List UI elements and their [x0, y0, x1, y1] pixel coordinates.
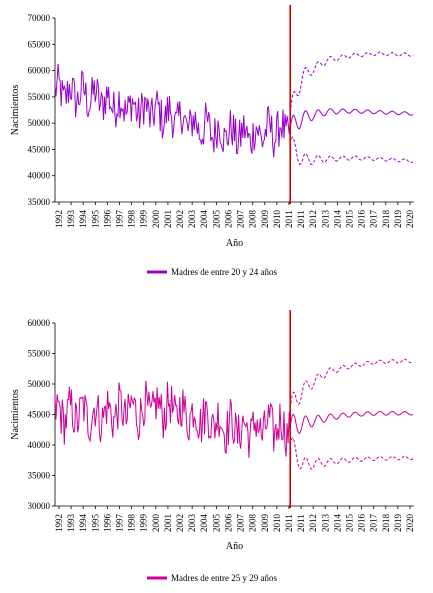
y-tick-label: 40000	[28, 171, 51, 181]
x-tick-label: 2010	[272, 210, 282, 229]
x-tick-label: 2009	[260, 210, 270, 229]
projection-upper-line	[289, 51, 414, 113]
x-tick-label: 2015	[344, 210, 354, 229]
x-tick-label: 2001	[163, 210, 173, 228]
x-tick-label: 1999	[139, 514, 149, 533]
x-tick-label: 2015	[344, 514, 354, 533]
x-tick-label: 2016	[357, 514, 367, 533]
x-tick-label: 2013	[320, 514, 330, 533]
x-tick-label: 1999	[139, 210, 149, 229]
historical-series-line	[54, 380, 291, 458]
y-tick-label: 55000	[28, 92, 51, 102]
x-tick-label: 1996	[102, 210, 112, 229]
x-tick-label: 2007	[236, 514, 246, 533]
projection-central-line	[289, 410, 414, 435]
x-tick-label: 2005	[211, 514, 221, 533]
x-tick-label: 2004	[199, 514, 209, 533]
x-tick-label: 2006	[223, 210, 233, 229]
x-tick-label: 2008	[248, 514, 258, 533]
x-tick-label: 2001	[163, 514, 173, 532]
x-tick-label: 1992	[54, 210, 64, 228]
x-tick-label: 2020	[405, 210, 415, 229]
y-tick-label: 35000	[28, 197, 51, 207]
y-tick-label: 65000	[28, 39, 51, 49]
x-tick-label: 2012	[308, 210, 318, 228]
x-tick-label: 1998	[127, 514, 137, 533]
x-tick-label: 2003	[187, 514, 197, 533]
y-tick-label: 60000	[28, 318, 51, 328]
x-tick-label: 2013	[320, 210, 330, 229]
x-tick-label: 2000	[151, 210, 161, 229]
x-tick-label: 2002	[175, 514, 185, 532]
legend-label: Madres de entre 25 y 29 años	[171, 573, 277, 583]
x-tick-label: 2008	[248, 210, 258, 228]
y-tick-label: 50000	[28, 379, 51, 389]
x-tick-label: 2002	[175, 210, 185, 228]
x-tick-label: 1997	[115, 210, 125, 229]
y-tick-label: 35000	[28, 471, 51, 481]
y-tick-label: 30000	[28, 501, 51, 511]
x-tick-label: 2010	[272, 514, 282, 533]
y-tick-label: 60000	[28, 66, 51, 76]
x-tick-label: 2000	[151, 514, 161, 533]
x-tick-label: 2019	[393, 514, 403, 533]
x-tick-label: 2012	[308, 514, 318, 532]
x-tick-label: 2011	[296, 210, 306, 228]
y-tick-label: 45000	[28, 410, 51, 420]
projection-lower-line	[289, 136, 414, 166]
legend-label: Madres de entre 20 y 24 años	[171, 267, 277, 277]
x-tick-label: 2007	[236, 210, 246, 229]
historical-series-line	[54, 63, 291, 158]
x-tick-label: 2009	[260, 514, 270, 533]
x-tick-label: 2011	[284, 514, 294, 532]
x-tick-label: 2011	[296, 514, 306, 532]
y-tick-label: 50000	[28, 118, 51, 128]
x-tick-label: 2017	[369, 210, 379, 229]
x-tick-label: 2019	[393, 210, 403, 229]
y-tick-label: 45000	[28, 144, 51, 154]
x-tick-label: 2014	[332, 210, 342, 229]
y-tick-label: 70000	[28, 13, 51, 23]
x-tick-label: 2011	[284, 210, 294, 228]
x-tick-label: 1993	[66, 210, 76, 229]
x-tick-label: 2020	[405, 514, 415, 533]
projection-lower-line	[289, 437, 414, 470]
x-tick-label: 2004	[199, 210, 209, 229]
chart-1: 35000 40000 45000 50000 55000 60000 65000 70000…	[10, 5, 415, 277]
x-tick-label: 1996	[102, 514, 112, 533]
x-tick-label: 1998	[127, 210, 137, 229]
x-tick-label: 1994	[78, 210, 88, 229]
x-tick-label: 1995	[90, 210, 100, 229]
x-tick-label: 2003	[187, 210, 197, 229]
x-tick-label: 1992	[54, 514, 64, 532]
y-tick-label: 40000	[28, 440, 51, 450]
y-tick-label: 55000	[28, 349, 51, 359]
projection-central-line	[289, 108, 414, 130]
x-tick-label: 2005	[211, 210, 221, 229]
x-tick-label: 2018	[381, 514, 391, 533]
x-tick-label: 1994	[78, 514, 88, 533]
x-tick-label: 2017	[369, 514, 379, 533]
projection-upper-line	[289, 358, 414, 409]
x-tick-label: 2018	[381, 210, 391, 229]
x-axis-label: Año	[226, 238, 243, 249]
x-tick-label: 2006	[223, 514, 233, 533]
y-axis-label: Nacimientos	[10, 85, 21, 136]
x-tick-label: 1995	[90, 514, 100, 533]
x-tick-label: 2014	[332, 514, 342, 533]
x-tick-label: 2016	[357, 210, 367, 229]
x-tick-label: 1993	[66, 514, 76, 533]
x-axis-label: Año	[226, 541, 243, 552]
x-tick-label: 1997	[115, 514, 125, 533]
y-axis-label: Nacimientos	[10, 389, 21, 440]
